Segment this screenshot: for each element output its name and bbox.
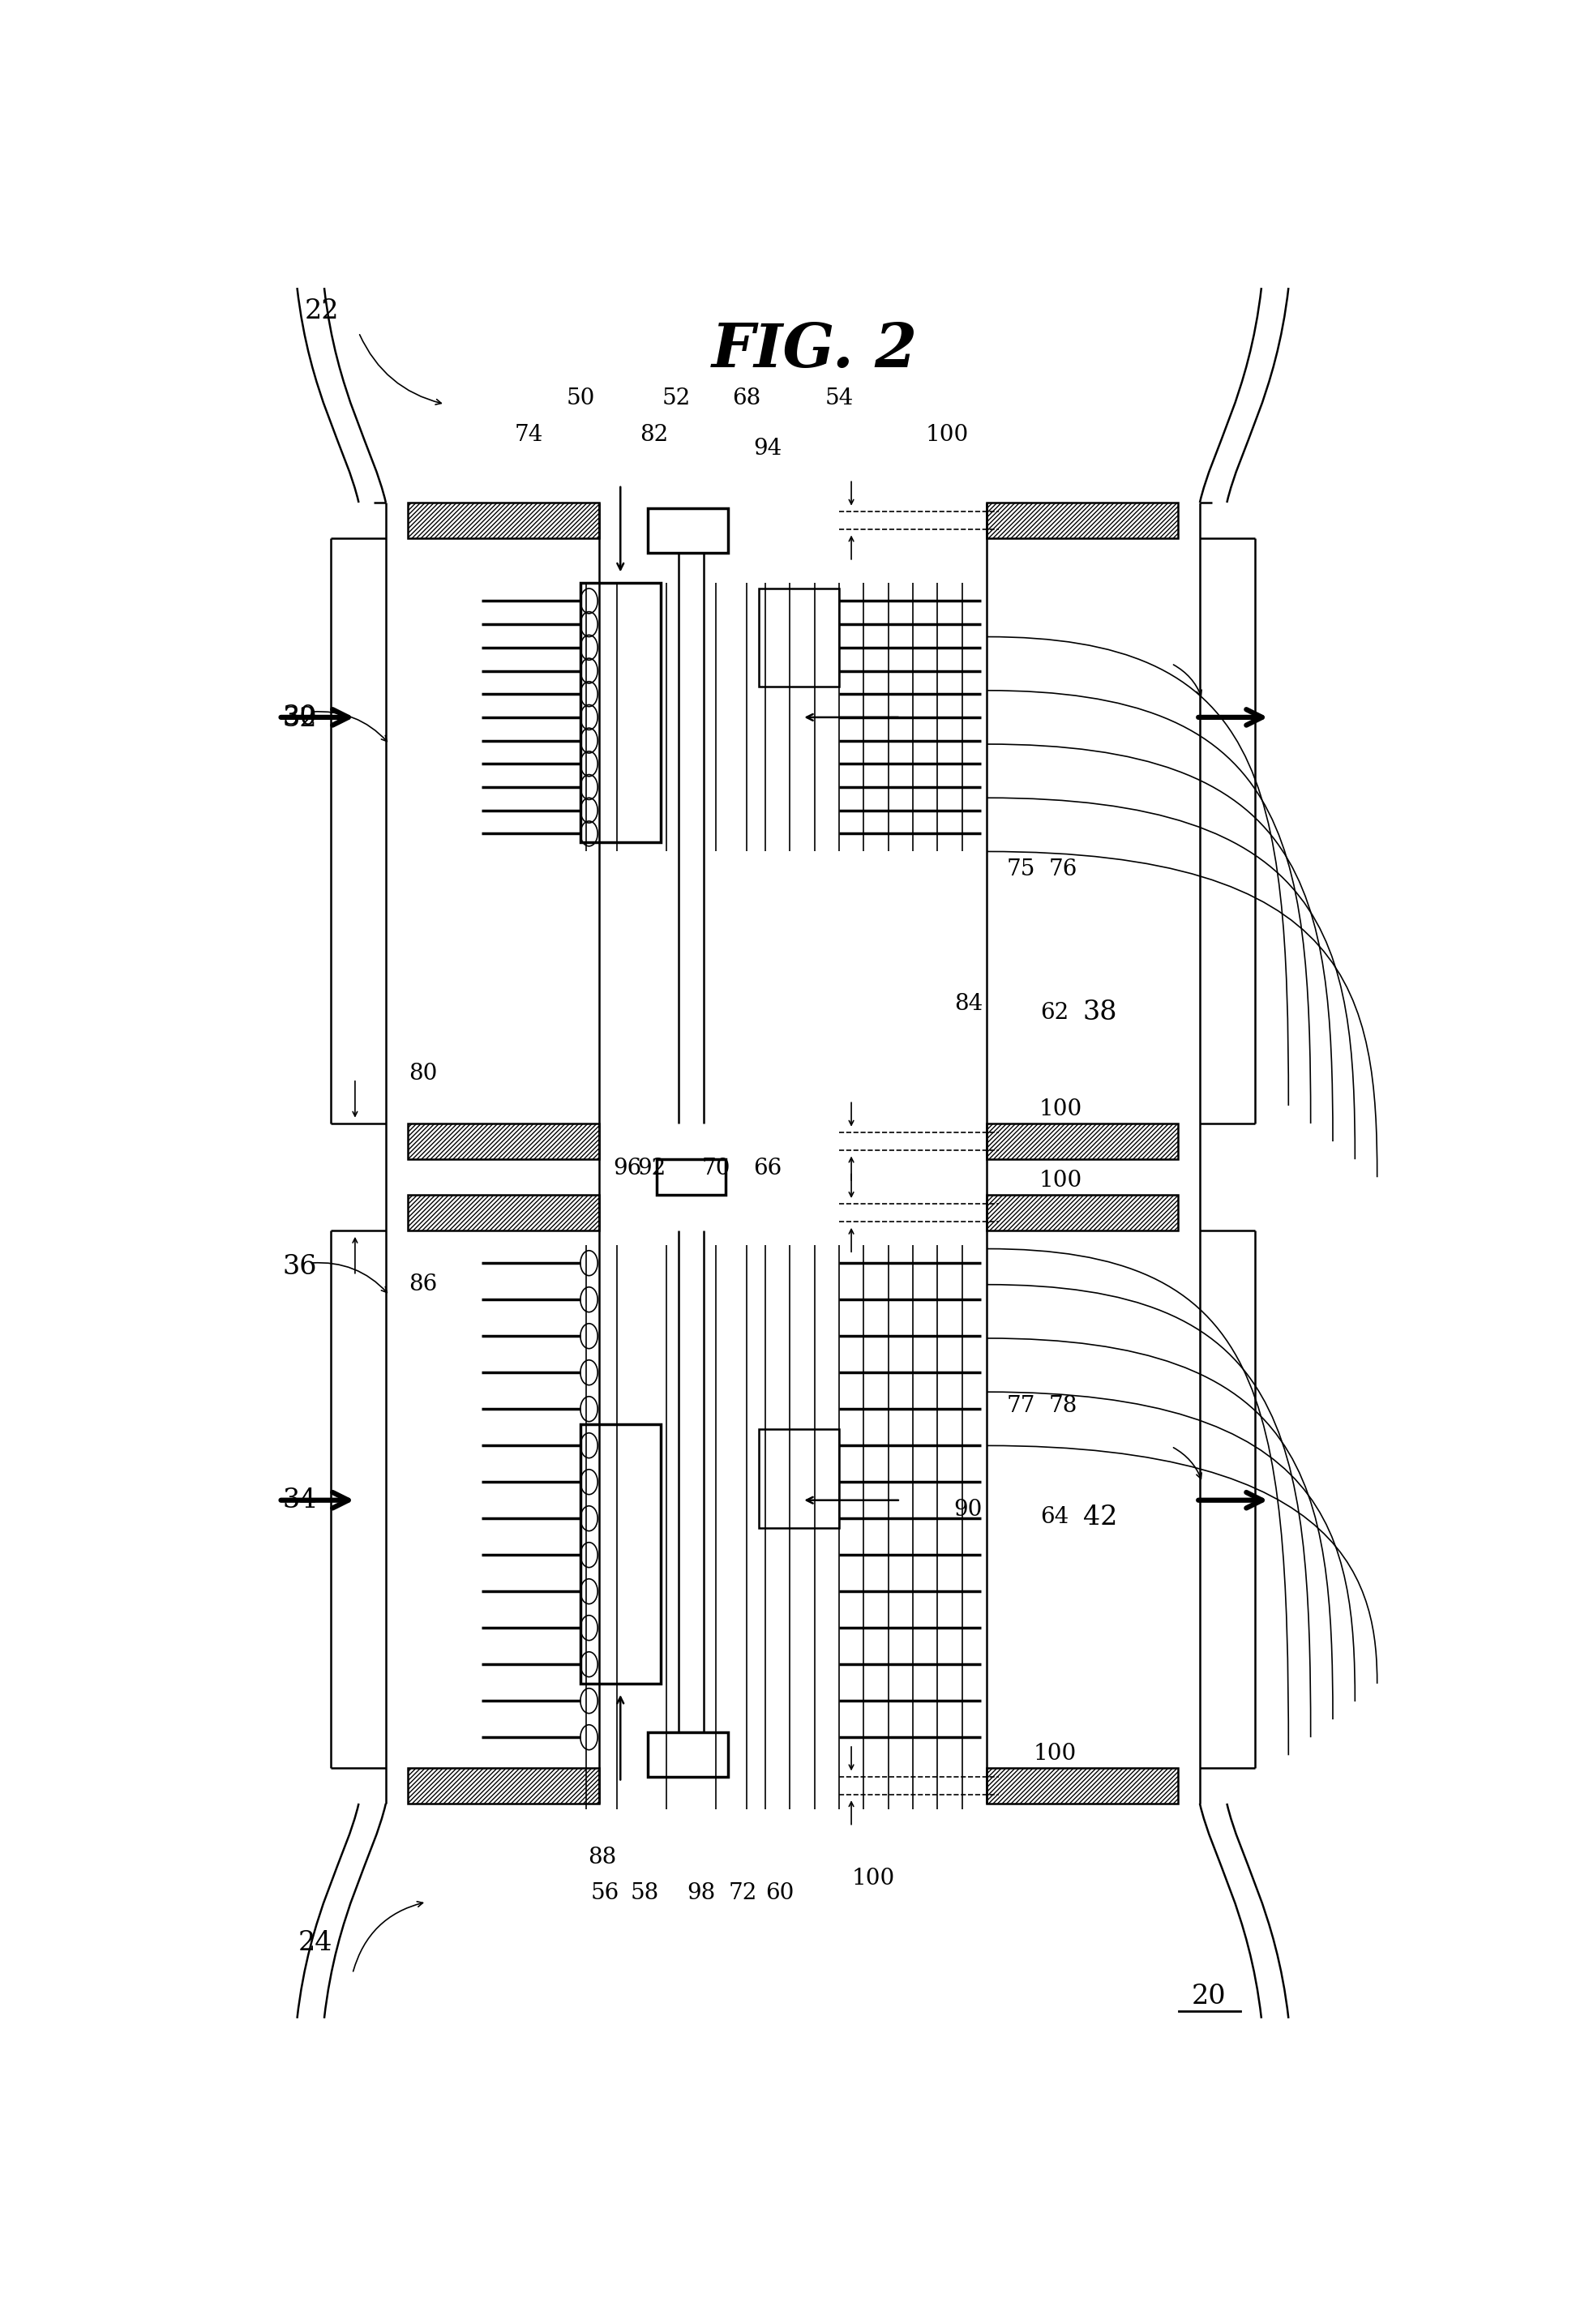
Bar [987,1769,1177,1803]
Text: 70: 70 [701,1157,731,1178]
Bar [648,1731,728,1776]
Text: 52: 52 [663,388,691,409]
Bar [760,1429,839,1527]
Text: 58: 58 [631,1882,659,1903]
Text: 84: 84 [953,992,982,1016]
Text: 30: 30 [283,704,316,730]
Text: 38: 38 [1082,999,1117,1025]
Text: 62: 62 [1041,1002,1069,1023]
Text: 36: 36 [283,1253,316,1281]
Text: 56: 56 [591,1882,620,1903]
Text: 42: 42 [1082,1504,1117,1529]
Text: 90: 90 [953,1499,982,1520]
Text: 32: 32 [283,706,316,732]
Text: 80: 80 [408,1062,437,1085]
Text: 68: 68 [733,388,761,409]
Text: 100: 100 [852,1868,895,1889]
Text: 66: 66 [753,1157,782,1178]
Text: 72: 72 [729,1882,758,1903]
Text: 24: 24 [299,1931,332,1957]
Bar [408,1122,599,1160]
Text: 96: 96 [613,1157,642,1178]
Text: 100: 100 [926,423,969,446]
Bar [987,1195,1177,1232]
Text: 54: 54 [825,388,853,409]
Bar [580,583,661,844]
Bar [580,1425,661,1683]
Bar [760,588,839,688]
Text: 76: 76 [1049,858,1077,881]
Text: 78: 78 [1049,1394,1077,1418]
Text: 100: 100 [1039,1169,1082,1192]
Text: 74: 74 [515,423,543,446]
Bar [987,502,1177,539]
Text: 22: 22 [305,297,338,323]
Bar [987,1122,1177,1160]
Bar [648,509,728,553]
Text: 98: 98 [686,1882,715,1903]
Text: 20: 20 [1192,1985,1225,2010]
Text: 64: 64 [1041,1506,1069,1529]
Text: 77: 77 [1007,1394,1036,1418]
Text: 100: 100 [1039,1099,1082,1120]
Text: FIG. 2: FIG. 2 [712,321,917,379]
Text: 92: 92 [637,1157,666,1178]
Text: 94: 94 [753,437,782,460]
Bar [408,502,599,539]
Text: 75: 75 [1007,858,1036,881]
Text: 86: 86 [408,1274,437,1294]
Text: 82: 82 [640,423,669,446]
Bar [408,1769,599,1803]
Text: 60: 60 [766,1882,794,1903]
Bar [656,1160,726,1195]
Text: 34: 34 [283,1487,316,1513]
Bar [408,1195,599,1232]
Text: 100: 100 [1033,1743,1076,1764]
Text: 88: 88 [588,1845,617,1868]
Text: 50: 50 [566,388,594,409]
